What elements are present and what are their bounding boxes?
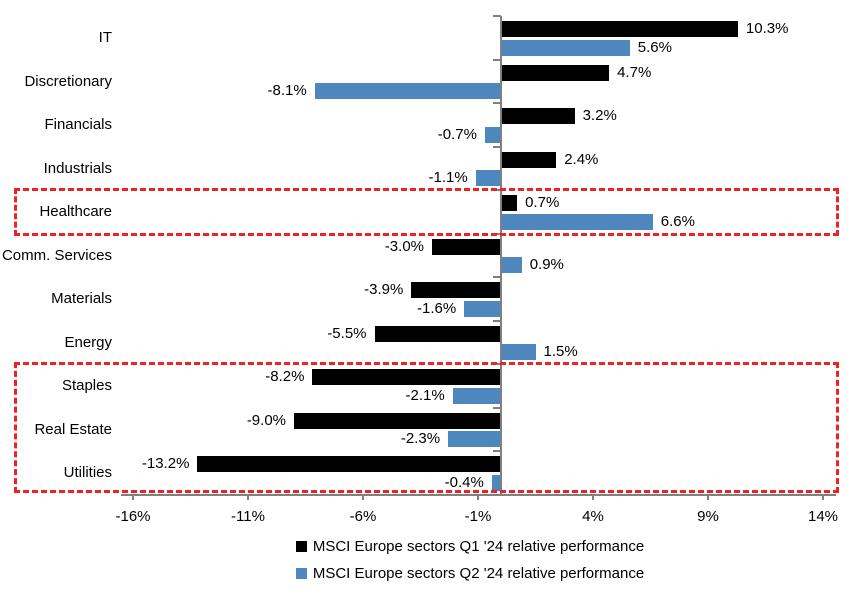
x-axis-tick [247, 494, 249, 500]
q2-bar [484, 126, 501, 143]
q1-bar [501, 108, 575, 124]
x-axis-tick [132, 494, 134, 500]
y-axis-tick [493, 189, 501, 191]
q1-bar [374, 325, 501, 342]
q2-bar [501, 213, 653, 230]
q2-bar [452, 387, 501, 404]
q1-bar [501, 151, 557, 168]
value-label: -2.3% [400, 430, 441, 447]
value-label: 0.9% [529, 256, 564, 273]
highlight-box [14, 187, 839, 236]
category-label: Materials [51, 290, 112, 308]
value-label: -2.1% [405, 386, 445, 404]
value-label: 10.3% [745, 20, 789, 37]
q2-bar [448, 431, 501, 447]
q1-bar [197, 456, 501, 472]
value-label: 2.4% [564, 150, 599, 168]
q1-bar [432, 238, 501, 255]
q1-bar [411, 282, 501, 298]
x-axis-tick-label: 4% [582, 508, 604, 525]
q1-legend-swatch-icon [295, 541, 307, 552]
category-label: Energy [64, 333, 112, 351]
x-axis-tick [362, 494, 364, 500]
y-axis-tick [493, 232, 501, 235]
x-axis-tick [822, 494, 824, 500]
x-axis-tick [477, 494, 479, 500]
q2-legend-swatch-icon [295, 568, 307, 579]
category-label: Comm. Services [1, 246, 112, 264]
q1-bar [501, 64, 610, 81]
value-label: -9.0% [246, 411, 286, 429]
value-label: -0.4% [444, 473, 484, 491]
value-label: -8.2% [265, 368, 305, 385]
x-axis-tick-label: 14% [807, 508, 839, 525]
value-label: 3.2% [582, 107, 617, 124]
x-axis-tick-label: -6% [349, 508, 377, 525]
y-axis-tick [493, 58, 501, 61]
value-label: -3.9% [364, 281, 404, 298]
q1-bar [501, 195, 518, 211]
category-label: Discretionary [24, 72, 112, 90]
value-label: 1.5% [543, 343, 578, 360]
category-label: Financials [44, 116, 112, 134]
q2-bar [464, 300, 501, 317]
category-label: Utilities [63, 464, 112, 482]
category-label: IT [98, 29, 112, 47]
category-label: Industrials [43, 159, 112, 177]
y-axis-tick [493, 15, 501, 17]
value-label: -8.1% [267, 82, 307, 99]
legend-item-q2: MSCI Europe sectors Q2 '24 relative perf… [295, 563, 645, 584]
q1-bar [501, 21, 738, 37]
category-label: Healthcare [39, 203, 112, 221]
value-label: 0.7% [525, 194, 560, 211]
y-axis-tick [493, 406, 501, 409]
x-axis-tick-label: -1% [464, 508, 492, 525]
category-label: Real Estate [34, 420, 112, 438]
y-axis-tick [493, 102, 501, 104]
y-axis-tick [493, 276, 501, 278]
value-label: 4.7% [617, 63, 652, 81]
q2-bar [491, 474, 501, 491]
q1-bar [312, 369, 501, 385]
legend-item-q1: MSCI Europe sectors Q1 '24 relative perf… [295, 536, 645, 557]
legend-label-q2: MSCI Europe sectors Q2 '24 relative perf… [312, 565, 645, 582]
x-axis-tick-label: 9% [697, 508, 719, 525]
x-axis-tick [592, 494, 594, 500]
value-label: -5.5% [327, 324, 367, 342]
legend-label-q1: MSCI Europe sectors Q1 '24 relative perf… [312, 538, 645, 555]
x-axis-tick-label: -16% [115, 508, 151, 525]
x-axis-tick [707, 494, 709, 500]
chart-legend: MSCI Europe sectors Q1 '24 relative perf… [90, 536, 850, 584]
q2-bar [501, 257, 522, 273]
x-axis-tick-label: -11% [231, 508, 265, 525]
value-label: -1.6% [417, 299, 457, 317]
y-axis-tick [493, 145, 501, 148]
q2-bar [314, 83, 501, 99]
q2-bar [501, 344, 536, 360]
value-label: -3.0% [384, 237, 424, 255]
y-axis-tick [493, 450, 501, 452]
y-axis-tick [493, 363, 501, 365]
category-label: Staples [61, 377, 112, 395]
value-label: 5.6% [637, 38, 672, 56]
value-label: -13.2% [141, 455, 190, 472]
q2-bar [475, 170, 501, 186]
value-label: -1.1% [428, 169, 468, 186]
value-label: 6.6% [660, 212, 695, 230]
y-axis-line [500, 16, 502, 494]
value-label: -0.7% [437, 125, 477, 143]
q2-bar [501, 39, 630, 56]
y-axis-tick [493, 319, 501, 322]
q1-bar [294, 412, 501, 429]
